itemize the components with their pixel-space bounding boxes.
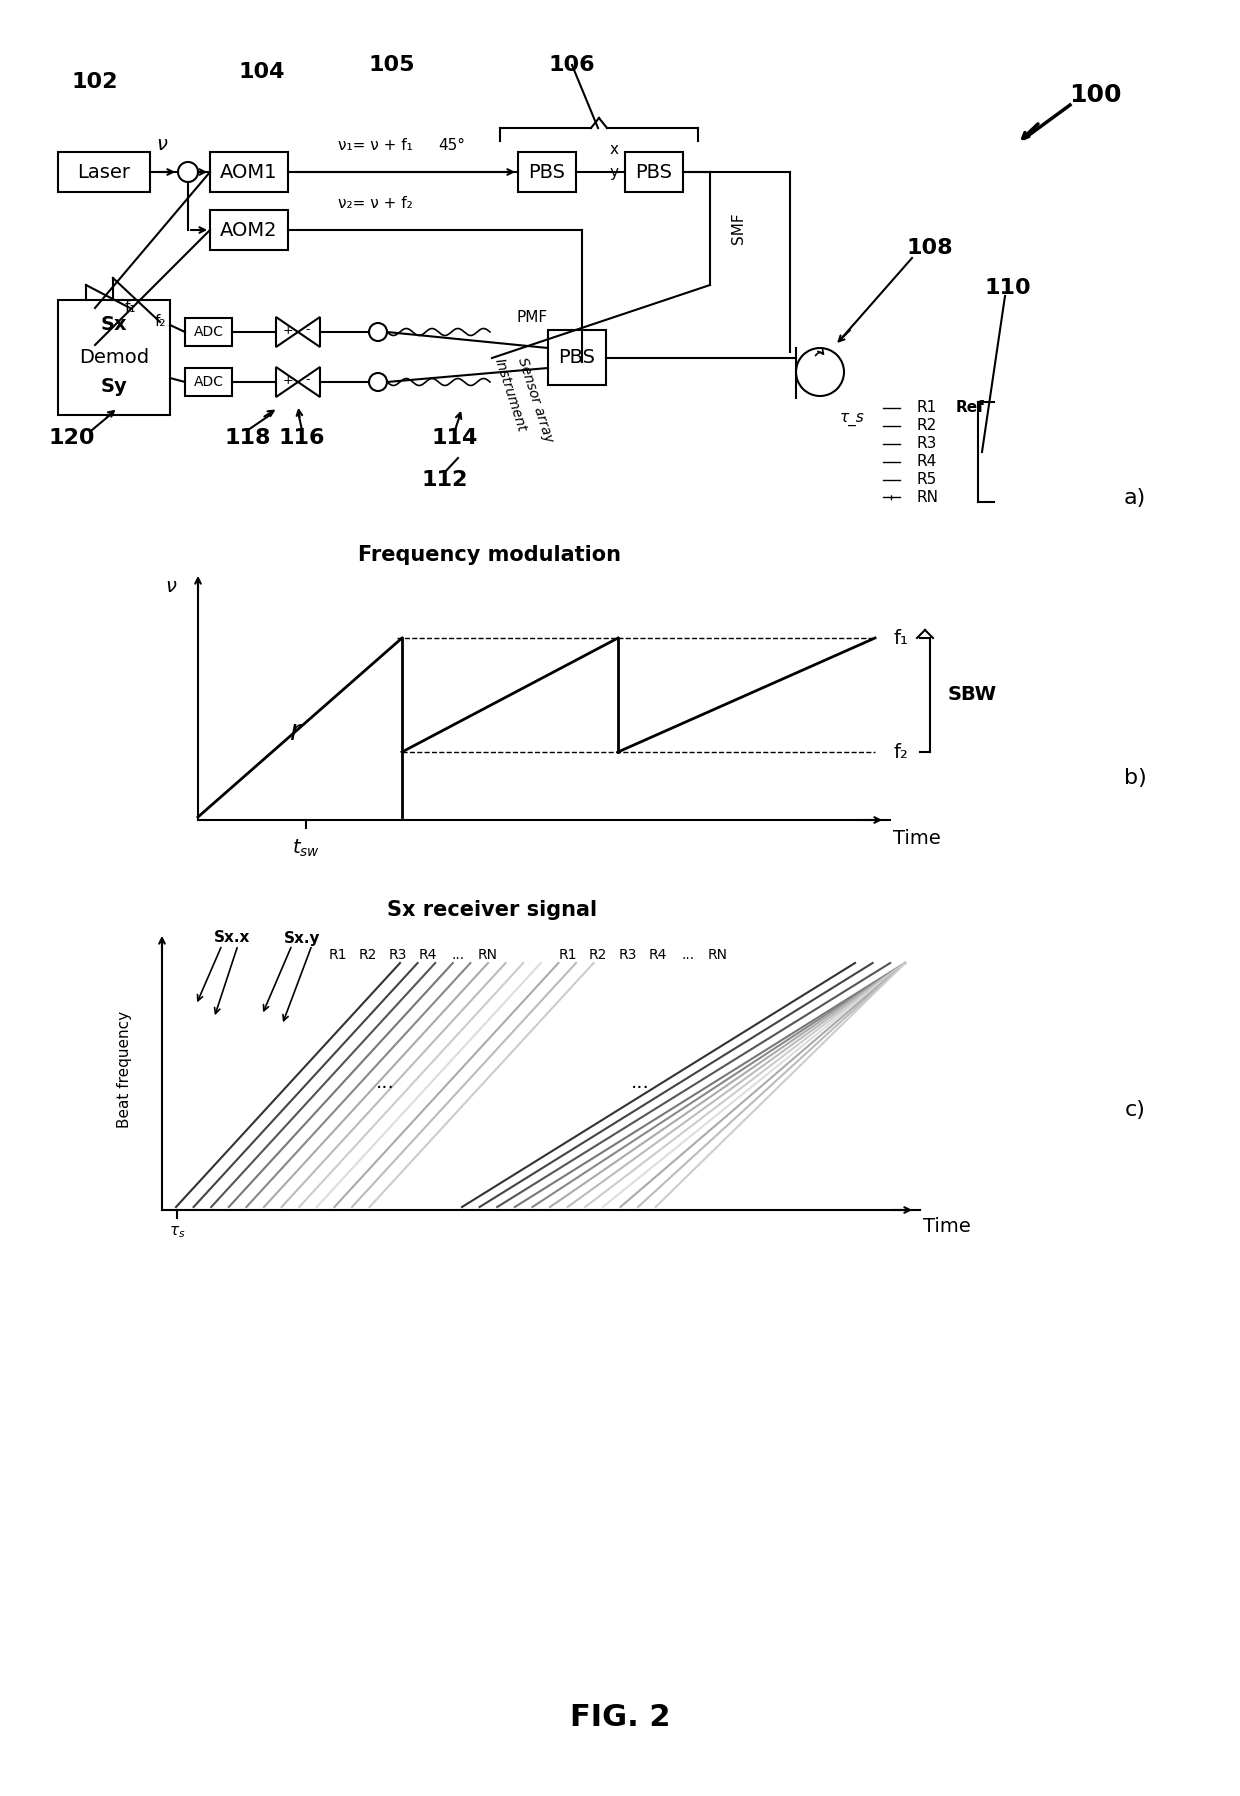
Text: SBW: SBW: [947, 686, 997, 704]
Text: R2: R2: [916, 418, 936, 433]
Text: Sx.y: Sx.y: [284, 930, 320, 945]
Text: $τ_s$: $τ_s$: [169, 1225, 185, 1239]
Text: R3: R3: [916, 436, 936, 451]
Text: PBS: PBS: [635, 162, 672, 181]
Text: Frequency modulation: Frequency modulation: [358, 544, 621, 566]
Text: -: -: [306, 374, 310, 386]
Text: Ref: Ref: [956, 401, 985, 415]
Text: R4: R4: [419, 948, 438, 963]
Text: RN: RN: [916, 490, 937, 505]
Bar: [185, 368, 232, 395]
Text: +: +: [283, 374, 294, 386]
Text: SMF: SMF: [730, 212, 745, 244]
Text: 45°: 45°: [439, 138, 465, 153]
Text: ...: ...: [631, 1072, 650, 1092]
Text: 116: 116: [279, 427, 325, 447]
Text: 100: 100: [1069, 83, 1121, 108]
Text: Sx receiver signal: Sx receiver signal: [387, 900, 598, 920]
Text: FIG. 2: FIG. 2: [569, 1703, 671, 1733]
Text: PBS: PBS: [528, 162, 565, 181]
Text: x: x: [610, 142, 619, 158]
Text: ν: ν: [156, 135, 167, 154]
Text: f₂: f₂: [154, 314, 166, 329]
Bar: [625, 153, 683, 192]
Text: R3: R3: [619, 948, 637, 963]
Text: c): c): [1125, 1099, 1146, 1121]
Text: 110: 110: [985, 278, 1032, 298]
Text: 106: 106: [548, 56, 595, 75]
Text: Demod: Demod: [79, 348, 149, 366]
Text: RN: RN: [477, 948, 498, 963]
Text: Time: Time: [893, 828, 941, 848]
Text: 114: 114: [432, 427, 479, 447]
Text: Sx.x: Sx.x: [213, 930, 250, 945]
Text: ADC: ADC: [193, 375, 223, 390]
Text: ν₁= ν + f₁: ν₁= ν + f₁: [339, 138, 413, 153]
Text: 105: 105: [368, 56, 415, 75]
Text: 104: 104: [239, 63, 285, 83]
Text: R2: R2: [589, 948, 608, 963]
Text: a): a): [1123, 489, 1146, 508]
Bar: [210, 210, 288, 250]
Text: 118: 118: [224, 427, 272, 447]
Text: b): b): [1123, 769, 1146, 788]
Text: 112: 112: [422, 471, 469, 490]
Text: y: y: [610, 165, 619, 180]
Text: f₁: f₁: [893, 629, 908, 648]
Bar: [58, 153, 150, 192]
Text: $t_{sw}$: $t_{sw}$: [293, 837, 320, 858]
Text: R1: R1: [916, 401, 936, 415]
Text: τ_s: τ_s: [839, 411, 864, 426]
Text: Laser: Laser: [77, 162, 130, 181]
Text: 120: 120: [48, 427, 95, 447]
Text: -: -: [306, 323, 310, 336]
Text: PBS: PBS: [558, 348, 595, 366]
Bar: [210, 153, 288, 192]
Text: 108: 108: [906, 239, 954, 259]
Text: R4: R4: [649, 948, 667, 963]
Text: ν₂= ν + f₂: ν₂= ν + f₂: [339, 196, 413, 210]
Text: PMF: PMF: [516, 311, 548, 325]
Bar: [185, 318, 232, 347]
Text: 102: 102: [72, 72, 118, 92]
Text: R3: R3: [389, 948, 407, 963]
Text: R5: R5: [916, 472, 936, 487]
Text: Beat frequency: Beat frequency: [117, 1011, 131, 1128]
Text: ...: ...: [451, 948, 465, 963]
Text: AOM1: AOM1: [221, 162, 278, 181]
Text: ...: ...: [682, 948, 694, 963]
Text: Sx: Sx: [100, 316, 128, 334]
Text: R1: R1: [559, 948, 578, 963]
Text: Sensor array: Sensor array: [515, 356, 556, 444]
Text: f₁: f₁: [124, 300, 135, 316]
Text: ν: ν: [165, 577, 176, 596]
Bar: [518, 153, 577, 192]
Bar: [58, 300, 170, 415]
Text: Instrument: Instrument: [491, 357, 528, 433]
Bar: [548, 330, 606, 384]
Text: r: r: [289, 718, 300, 747]
Text: ADC: ADC: [193, 325, 223, 339]
Text: Sy: Sy: [100, 377, 128, 397]
Text: RN: RN: [708, 948, 728, 963]
Text: R1: R1: [329, 948, 347, 963]
Text: +: +: [283, 323, 294, 336]
Text: f₂: f₂: [893, 742, 908, 762]
Text: Time: Time: [923, 1216, 971, 1236]
Text: ...: ...: [376, 1072, 394, 1092]
Text: R4: R4: [916, 454, 936, 469]
Text: R2: R2: [358, 948, 377, 963]
Text: AOM2: AOM2: [221, 221, 278, 239]
